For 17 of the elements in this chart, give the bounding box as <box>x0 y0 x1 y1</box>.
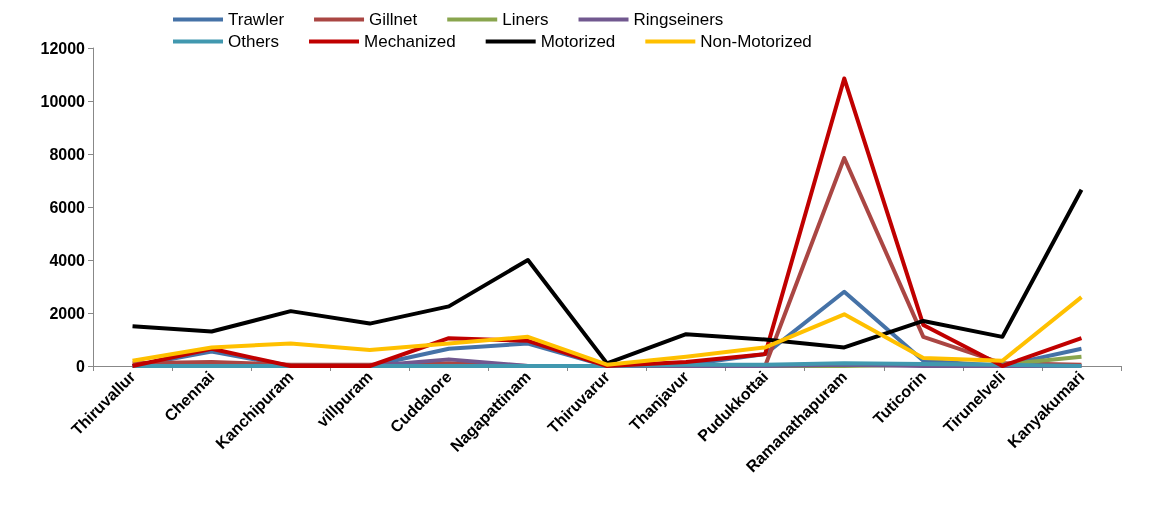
y-tick-label: 4000 <box>49 251 86 269</box>
legend-label: Mechanized <box>364 32 456 51</box>
legend-label: Motorized <box>540 32 616 51</box>
y-tick-label: 12000 <box>40 39 86 57</box>
legend-label: Liners <box>502 10 549 29</box>
y-tick-label: 6000 <box>49 198 86 216</box>
line-series <box>130 76 1084 368</box>
legend-label: Others <box>228 32 280 51</box>
legend-label: Trawler <box>228 10 285 29</box>
legend-label: Gillnet <box>369 10 418 29</box>
legend-label: Non-Motorized <box>700 32 812 51</box>
y-tick-label: 8000 <box>49 145 86 163</box>
legend-label: Ringseiners <box>633 10 724 29</box>
y-tick-label: 0 <box>76 357 86 375</box>
y-tick-label: 2000 <box>49 304 86 322</box>
line-series <box>130 187 1084 366</box>
y-tick-label: 10000 <box>40 92 86 110</box>
